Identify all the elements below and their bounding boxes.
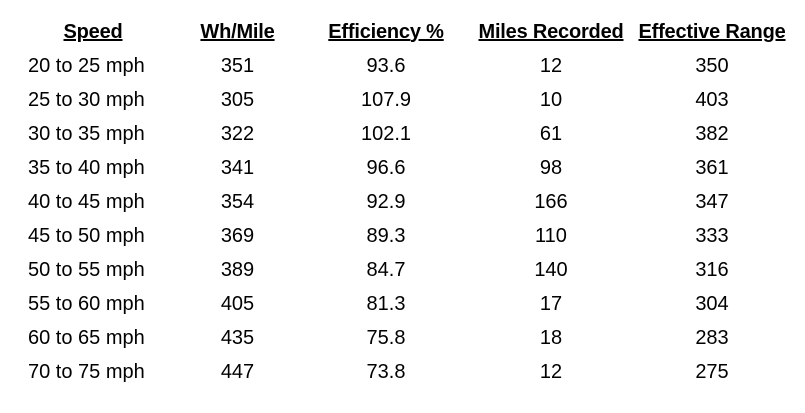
- efficiency-cell: 96.6: [366, 156, 406, 179]
- wh-per-mile-cell: 389: [220, 258, 255, 281]
- table-row: 55 to 60 mph 405 81.3 17 304: [10, 287, 795, 321]
- miles-recorded-cell: 12: [539, 360, 563, 383]
- efficiency-cell: 84.7: [366, 258, 406, 281]
- speed-cell: 70 to 75 mph: [28, 360, 145, 383]
- miles-recorded-cell: 18: [539, 326, 563, 349]
- miles-recorded-cell: 17: [539, 292, 563, 315]
- effective-range-cell: 403: [695, 88, 729, 111]
- header-speed: Speed: [63, 20, 123, 43]
- efficiency-cell: 107.9: [360, 88, 412, 111]
- wh-per-mile-cell: 447: [220, 360, 255, 383]
- wh-per-mile-cell: 322: [220, 122, 255, 145]
- effective-range-cell: 333: [695, 224, 729, 247]
- effective-range-cell: 347: [695, 190, 729, 213]
- header-efficiency: Efficiency %: [328, 20, 444, 43]
- effective-range-cell: 283: [695, 326, 729, 349]
- table-body: 20 to 25 mph 351 93.6 12 350 25 to 30 mph 305 1…: [10, 49, 795, 389]
- speed-cell: 55 to 60 mph: [28, 292, 145, 315]
- wh-per-mile-cell: 351: [220, 54, 255, 77]
- efficiency-cell: 102.1: [360, 122, 412, 145]
- table-row: 25 to 30 mph 305 107.9 10 403: [10, 83, 795, 117]
- wh-per-mile-cell: 405: [220, 292, 255, 315]
- wh-per-mile-cell: 435: [220, 326, 255, 349]
- table-row: 30 to 35 mph 322 102.1 61 382: [10, 117, 795, 151]
- speed-cell: 60 to 65 mph: [28, 326, 145, 349]
- miles-recorded-cell: 110: [535, 224, 567, 247]
- speed-cell: 20 to 25 mph: [28, 54, 145, 77]
- table-row: 20 to 25 mph 351 93.6 12 350: [10, 49, 795, 83]
- efficiency-cell: 89.3: [366, 224, 406, 247]
- wh-per-mile-cell: 305: [220, 88, 255, 111]
- table-row: 60 to 65 mph 435 75.8 18 283: [10, 321, 795, 355]
- effective-range-cell: 275: [695, 360, 729, 383]
- miles-recorded-cell: 12: [539, 54, 563, 77]
- speed-cell: 50 to 55 mph: [28, 258, 145, 281]
- header-effective-range: Effective Range: [638, 20, 786, 43]
- miles-recorded-cell: 10: [539, 88, 563, 111]
- effective-range-cell: 350: [695, 54, 729, 77]
- speed-cell: 35 to 40 mph: [28, 156, 145, 179]
- header-wh-per-mile: Wh/Mile: [200, 20, 275, 43]
- wh-per-mile-cell: 369: [220, 224, 255, 247]
- speed-cell: 45 to 50 mph: [28, 224, 145, 247]
- effective-range-cell: 361: [695, 156, 729, 179]
- speed-cell: 30 to 35 mph: [28, 122, 145, 145]
- efficiency-cell: 92.9: [366, 190, 406, 213]
- effective-range-cell: 316: [695, 258, 729, 281]
- miles-recorded-cell: 140: [534, 258, 568, 281]
- efficiency-cell: 81.3: [366, 292, 406, 315]
- effective-range-cell: 382: [695, 122, 729, 145]
- miles-recorded-cell: 98: [539, 156, 563, 179]
- miles-recorded-cell: 166: [534, 190, 568, 213]
- table-row: 70 to 75 mph 447 73.8 12 275: [10, 355, 795, 389]
- miles-recorded-cell: 61: [539, 122, 563, 145]
- wh-per-mile-cell: 341: [220, 156, 255, 179]
- efficiency-cell: 93.6: [366, 54, 406, 77]
- table-row: 45 to 50 mph 369 89.3 110 333: [10, 219, 795, 253]
- table-row: 50 to 55 mph 389 84.7 140 316: [10, 253, 795, 287]
- table-row: 40 to 45 mph 354 92.9 166 347: [10, 185, 795, 219]
- speed-cell: 40 to 45 mph: [28, 190, 145, 213]
- header-miles-recorded: Miles Recorded: [478, 20, 624, 43]
- efficiency-cell: 73.8: [366, 360, 406, 383]
- wh-per-mile-cell: 354: [220, 190, 255, 213]
- header-row: Speed Wh/Mile Efficiency % Miles Recorde…: [10, 15, 795, 49]
- speed-efficiency-table: Speed Wh/Mile Efficiency % Miles Recorde…: [10, 15, 795, 389]
- table-row: 35 to 40 mph 341 96.6 98 361: [10, 151, 795, 185]
- speed-cell: 25 to 30 mph: [28, 88, 145, 111]
- efficiency-cell: 75.8: [366, 326, 406, 349]
- effective-range-cell: 304: [695, 292, 729, 315]
